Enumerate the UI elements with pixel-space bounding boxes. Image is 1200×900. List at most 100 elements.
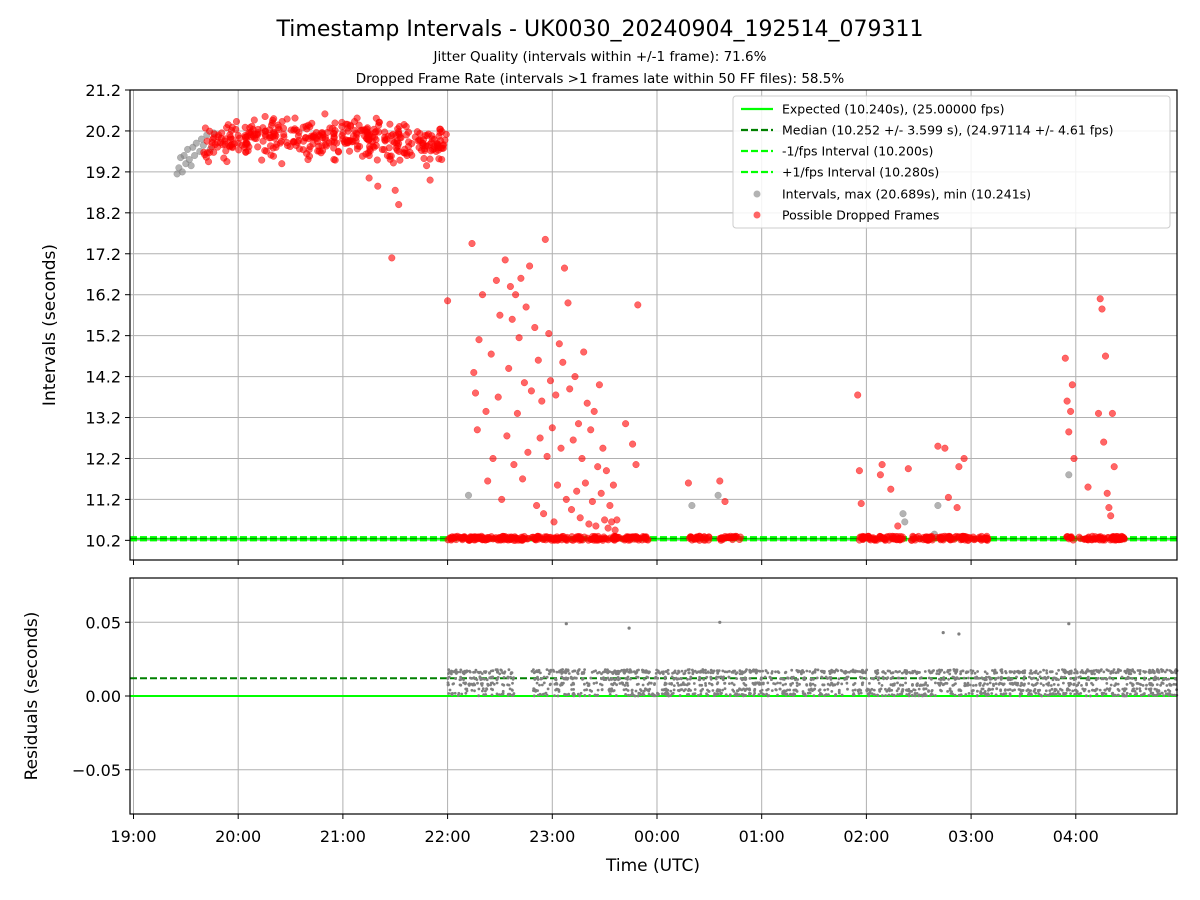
interval-point <box>187 162 195 170</box>
residual-point <box>642 677 646 681</box>
dropped-frame-point <box>953 504 961 512</box>
residual-point <box>957 677 961 680</box>
residual-point <box>656 676 660 680</box>
dropped-frame-point <box>321 110 329 118</box>
residual-point <box>1042 676 1046 680</box>
residual-point <box>540 683 544 687</box>
residual-point <box>761 682 765 686</box>
dropped-frame-point <box>370 125 378 133</box>
dropped-frame-point <box>374 182 382 190</box>
residual-point <box>1008 694 1012 697</box>
residual-point <box>1061 676 1064 679</box>
residual-point <box>796 669 800 673</box>
dropped-frame-point <box>1063 397 1071 405</box>
dropped-frame-point <box>531 323 539 332</box>
dropped-frame-point <box>546 377 555 385</box>
residual-point <box>644 687 647 691</box>
dropped-frame-point <box>201 124 209 132</box>
residual-point <box>1009 682 1013 686</box>
residual-point <box>795 690 799 693</box>
residual-point <box>459 675 462 679</box>
residual-point <box>699 690 703 693</box>
residual-point <box>1045 671 1049 675</box>
residual-point <box>876 669 879 672</box>
dropped-frame-point <box>1100 438 1108 446</box>
residual-point <box>536 677 540 680</box>
dropped-frame-point <box>269 116 277 124</box>
x-tick-label: 23:00 <box>529 827 575 846</box>
residual-point <box>488 676 492 680</box>
residual-point <box>926 684 929 687</box>
residual-point <box>1000 676 1004 680</box>
residual-point <box>545 675 549 679</box>
residual-point <box>629 677 632 681</box>
residual-point <box>676 681 679 685</box>
residual-point <box>930 677 933 681</box>
dropped-frame-point <box>566 385 574 393</box>
dropped-frame-point <box>395 201 403 209</box>
residual-point <box>930 671 934 674</box>
residual-point <box>988 681 992 685</box>
residual-point <box>1086 675 1090 679</box>
residual-point <box>634 689 638 693</box>
dropped-frame-point <box>1108 409 1116 417</box>
dropped-frame-point <box>1075 533 1083 541</box>
residual-point <box>905 688 908 692</box>
residual-point <box>1102 670 1106 674</box>
residual-point <box>876 678 880 682</box>
dropped-frame-point <box>366 147 374 155</box>
residual-point <box>986 682 989 686</box>
interval-point <box>1065 471 1073 479</box>
residual-point <box>1173 693 1176 697</box>
dropped-frame-point <box>436 125 444 133</box>
residual-point <box>573 693 576 696</box>
dropped-frame-point <box>338 118 346 126</box>
residual-point <box>1116 682 1120 686</box>
residual-point <box>1168 689 1172 693</box>
residual-point <box>573 676 576 680</box>
residual-point <box>596 688 600 692</box>
residual-point <box>805 683 808 686</box>
dropped-frame-point <box>564 299 572 307</box>
dropped-frame-point <box>478 291 487 299</box>
dropped-frame-point <box>408 139 416 148</box>
residual-point <box>647 692 651 696</box>
dropped-frame-point <box>1105 504 1113 512</box>
residual-point <box>998 681 1002 685</box>
residual-point <box>624 670 628 673</box>
dropped-frame-point <box>574 420 583 428</box>
residual-point <box>907 692 911 696</box>
dropped-frame-point <box>522 303 530 311</box>
residual-point <box>1116 688 1120 691</box>
residual-point <box>688 677 692 681</box>
dropped-frame-point <box>1090 535 1098 543</box>
dropped-frame-point <box>914 532 923 540</box>
residual-point <box>713 693 717 697</box>
residual-point <box>626 675 630 679</box>
residual-point <box>731 688 735 692</box>
dropped-frame-point <box>536 434 544 442</box>
dropped-frame-point <box>1098 305 1106 313</box>
residual-point <box>587 682 591 686</box>
dropped-frame-point <box>411 133 419 141</box>
residual-point <box>908 671 911 674</box>
residual-point <box>805 669 809 673</box>
residual-point <box>751 681 755 685</box>
residual-point <box>925 694 928 697</box>
residual-point <box>937 683 941 687</box>
residual-point <box>1138 669 1142 672</box>
residual-point <box>1105 668 1109 672</box>
dropped-frame-point <box>908 536 916 544</box>
dropped-frame-point <box>524 534 532 542</box>
legend-dropped-label: Possible Dropped Frames <box>782 208 939 223</box>
residual-point <box>774 688 778 692</box>
residual-point <box>621 682 625 686</box>
dropped-frame-point <box>524 448 532 456</box>
dropped-frame-point <box>295 145 304 153</box>
dropped-frame-point <box>276 139 284 147</box>
residual-point <box>594 669 597 673</box>
residual-point <box>1075 692 1078 695</box>
dropped-frame-point <box>621 536 629 544</box>
residual-point <box>712 669 716 673</box>
residual-point <box>1075 684 1078 687</box>
